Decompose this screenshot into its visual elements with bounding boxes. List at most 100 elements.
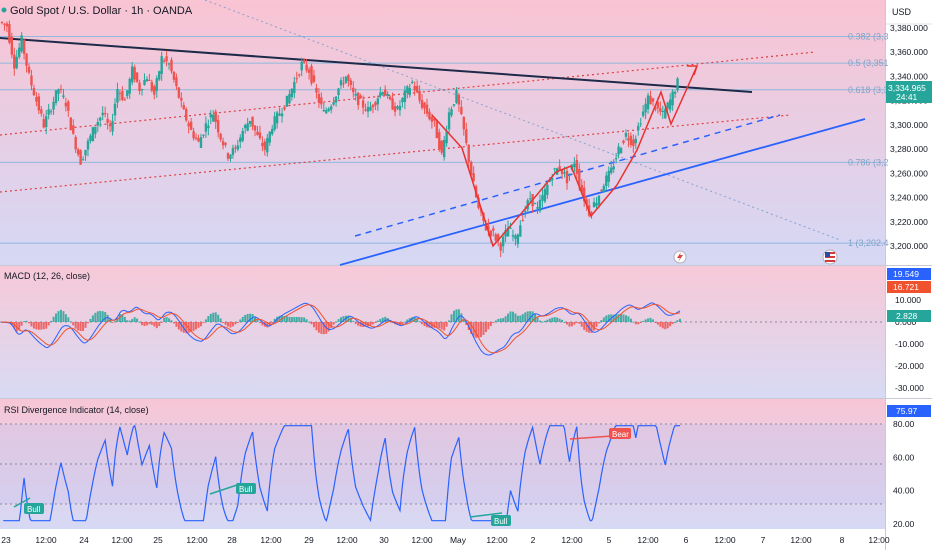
candle-body xyxy=(602,186,606,193)
candle-body xyxy=(356,92,360,106)
fib-label: 1 (3,202.4 xyxy=(848,238,889,248)
candle-body xyxy=(226,153,230,159)
macd-hist-bar xyxy=(674,321,677,323)
candle-body xyxy=(76,149,80,155)
macd-hist-bar xyxy=(30,322,33,327)
candle-body xyxy=(592,201,596,208)
candle-body xyxy=(59,88,63,90)
candle-body xyxy=(430,116,434,122)
candle-body xyxy=(99,117,102,121)
candle-body xyxy=(457,94,461,105)
macd-hist-bar xyxy=(74,322,77,329)
macd-title[interactable]: MACD (12, 26, close) xyxy=(4,271,90,281)
macd-hist-bar xyxy=(624,315,627,322)
candle-body xyxy=(67,101,70,111)
candle-body xyxy=(666,102,669,109)
currency-label[interactable]: USD xyxy=(892,7,912,17)
candle-body xyxy=(15,56,18,69)
red-zigzag-path xyxy=(431,65,698,248)
candle-body xyxy=(673,92,677,94)
candle-body xyxy=(369,106,372,111)
time-axis[interactable] xyxy=(0,529,885,550)
macd-hist-bar xyxy=(298,317,301,322)
candle-body xyxy=(401,97,404,103)
candle-body xyxy=(361,100,365,108)
macd-hist-bar xyxy=(497,319,500,322)
candle-body xyxy=(582,187,586,202)
macd-hist-bar xyxy=(258,322,261,324)
macd-hist-bar xyxy=(531,311,534,322)
candle-body xyxy=(45,116,48,128)
candle-body xyxy=(8,24,11,43)
lightning-icon[interactable] xyxy=(673,250,687,264)
candle-body xyxy=(172,71,176,80)
rsi-pane xyxy=(0,399,885,529)
macd-hist-bar xyxy=(266,322,269,328)
rsi-signal-bull-2[interactable]: Bull xyxy=(236,483,256,494)
svg-text:Bull: Bull xyxy=(494,517,508,526)
candle-body xyxy=(320,97,323,105)
candle-body xyxy=(145,79,149,82)
macd-hist-bar xyxy=(644,319,647,322)
macd-hist-bar xyxy=(583,322,586,330)
macd-hist-bar xyxy=(283,315,286,322)
macd-hist-bar xyxy=(521,314,524,322)
candle-body xyxy=(212,114,215,122)
macd-tick-label: -10.000 xyxy=(895,339,924,349)
blue-support-line xyxy=(339,118,866,266)
macd-hist-bar xyxy=(175,322,178,327)
candle-body xyxy=(185,109,188,121)
fib-label: 0.618 (3,3 xyxy=(848,85,889,95)
time-tick-label: 12:00 xyxy=(411,535,433,545)
macd-hist-bar xyxy=(101,311,104,322)
rsi-signal-bear[interactable]: Bear xyxy=(609,428,631,439)
candle-body xyxy=(275,112,279,124)
candle-body xyxy=(516,234,520,245)
rsi-tick-label: 80.00 xyxy=(893,419,915,429)
candle-body xyxy=(253,125,257,131)
macd-hist-bar xyxy=(278,315,281,322)
macd-hist-bar xyxy=(342,316,345,322)
candle-body xyxy=(256,131,259,136)
us-flag-icon[interactable] xyxy=(822,249,838,265)
macd-tick-label: -20.000 xyxy=(895,361,924,371)
rsi-signal-bull-1[interactable]: Bull xyxy=(24,503,44,514)
time-tick-label: 6 xyxy=(684,535,689,545)
macd-hist-bar xyxy=(234,322,237,325)
candle-body xyxy=(384,89,387,96)
macd-hist-bar xyxy=(261,322,264,326)
candle-body xyxy=(428,111,431,120)
time-tick-label: May xyxy=(450,535,467,545)
time-tick-label: 12:00 xyxy=(35,535,57,545)
macd-hist-bar xyxy=(561,319,564,322)
candle-body xyxy=(128,78,131,94)
candle-body xyxy=(546,184,549,195)
time-tick-label: 28 xyxy=(227,535,237,545)
macd-hist-bar xyxy=(185,322,188,334)
macd-hist-bar xyxy=(35,322,38,330)
candle-body xyxy=(413,85,416,91)
candle-body xyxy=(337,88,340,96)
candle-body xyxy=(536,207,539,209)
candle-body xyxy=(469,161,473,175)
candle-body xyxy=(447,112,451,130)
macd-hist-bar xyxy=(558,318,561,322)
chart-title[interactable]: Gold Spot / U.S. Dollar · 1h · OANDA xyxy=(10,5,193,17)
candle-body xyxy=(551,178,554,181)
macd-hist-bar xyxy=(148,322,151,325)
fib-label: 0.786 (3,2 xyxy=(848,157,889,167)
candle-body xyxy=(295,78,298,80)
macd-hist-bar xyxy=(165,316,168,322)
rsi-signal-bull-3[interactable]: Bull xyxy=(491,515,511,526)
candle-body xyxy=(280,113,284,117)
candle-body xyxy=(366,107,370,112)
svg-text:Bear: Bear xyxy=(612,430,629,439)
rsi-title[interactable]: RSI Divergence Indicator (14, close) xyxy=(4,405,149,415)
macd-value-tags: 19.549 16.721 2.828 xyxy=(887,268,931,322)
time-tick-label: 29 xyxy=(304,535,314,545)
candle-body xyxy=(396,106,399,109)
macd-hist-bar xyxy=(622,314,625,322)
fib-levels: 0.382 (3,3 0.5 (3,351 0.618 (3,3 0.786 (3,2… xyxy=(0,31,889,248)
candle-body xyxy=(607,170,610,182)
macd-hist-bar xyxy=(499,318,502,322)
